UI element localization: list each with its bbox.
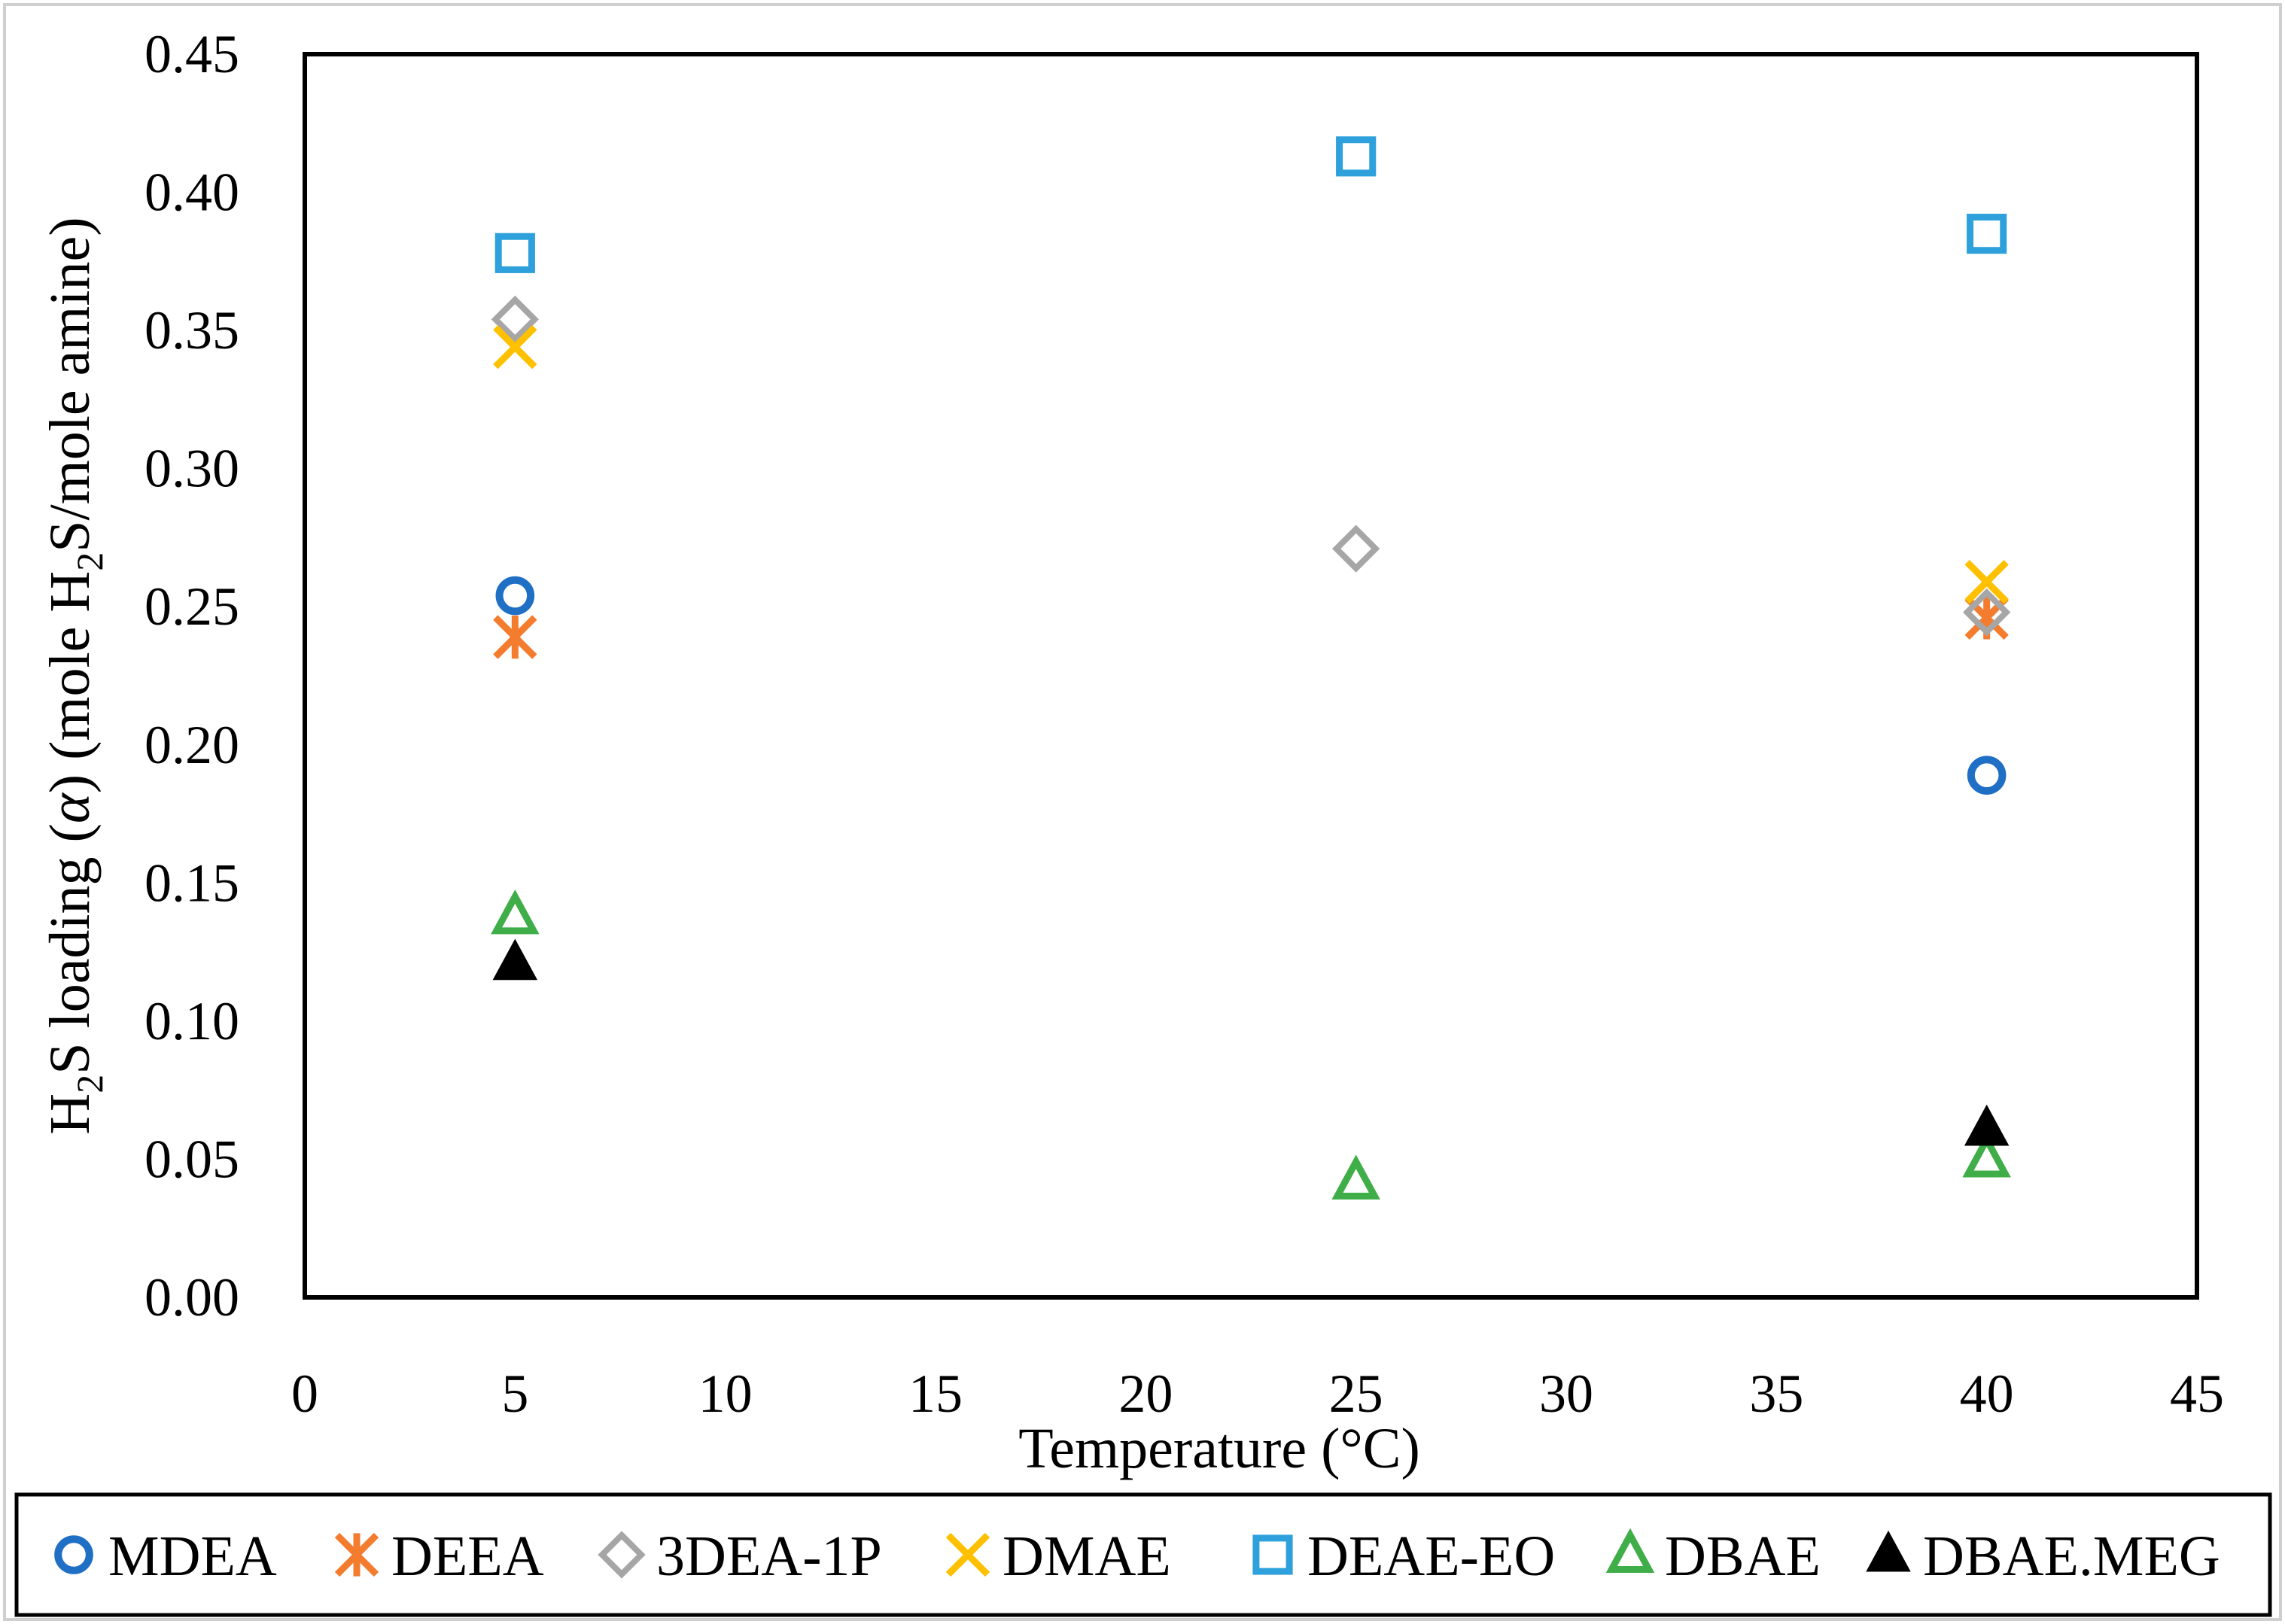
legend-marker-deea xyxy=(334,1532,379,1577)
x-tick-label: 40 xyxy=(1960,1364,2014,1424)
legend-label-3dea-1p: 3DEA-1P xyxy=(656,1525,882,1588)
chart-frame xyxy=(3,3,2282,1621)
y-axis-ticks: 0.00 0.05 0.10 0.15 0.20 0.25 0.30 0.35 0.40 0.45 xyxy=(145,24,239,1327)
legend-marker-dbae xyxy=(1605,1528,1655,1573)
x-tick-label: 35 xyxy=(1749,1364,1803,1424)
y-title-mid2: ) (mole H xyxy=(38,571,102,793)
legend-marker-dmae xyxy=(945,1532,990,1577)
y-title-sub1: 2 xyxy=(68,1075,111,1093)
legend-label-deea: DEEA xyxy=(391,1525,544,1588)
point-deea xyxy=(493,615,537,659)
x-tick-label: 20 xyxy=(1118,1364,1173,1424)
y-tick-label: 0.40 xyxy=(145,163,239,223)
legend-label-deae-eo: DEAE-EO xyxy=(1307,1525,1555,1588)
x-tick-label: 15 xyxy=(908,1364,963,1424)
point-deae-eo xyxy=(494,233,535,273)
x-tick-label: 0 xyxy=(291,1364,318,1424)
legend-label-dbae: DBAE xyxy=(1665,1525,1821,1588)
point-3dea-1p xyxy=(1963,588,2011,637)
y-title-prefix: H xyxy=(38,1093,102,1135)
legend: MDEA DEEA 3DEA-1P DMAE DEAE-EO DBAE DBAE.MEG xyxy=(54,1525,2220,1588)
x-tick-label: 5 xyxy=(501,1364,528,1424)
legend-marker-3dea-1p xyxy=(598,1531,646,1579)
data-points xyxy=(491,136,2011,1200)
point-dbae xyxy=(1331,1154,1380,1200)
point-dbae xyxy=(491,889,540,935)
y-tick-label: 0.30 xyxy=(145,439,239,499)
legend-marker-mdea xyxy=(54,1535,93,1574)
legend-label-dbae-meg: DBAE.MEG xyxy=(1923,1525,2220,1588)
point-dbae xyxy=(1962,1133,2011,1178)
point-deae-eo xyxy=(1967,214,2007,254)
point-dbae-meg xyxy=(492,938,538,981)
y-title-mid: S loading ( xyxy=(38,823,102,1075)
y-tick-label: 0.05 xyxy=(145,1129,239,1189)
point-dbae-meg xyxy=(1964,1104,2010,1146)
x-tick-label: 25 xyxy=(1329,1364,1383,1424)
point-3dea-1p xyxy=(491,295,539,344)
point-mdea xyxy=(1967,756,2007,795)
point-3dea-1p xyxy=(1332,525,1380,573)
y-tick-label: 0.20 xyxy=(145,715,239,775)
y-tick-label: 0.15 xyxy=(145,853,239,913)
y-axis-title: H2S loading (α) (mole H2S/mole amine) xyxy=(38,217,111,1134)
y-title-sub2: 2 xyxy=(68,552,111,571)
y-tick-label: 0.10 xyxy=(145,991,239,1051)
x-axis-ticks: 0 5 10 15 20 25 30 35 40 45 xyxy=(291,1364,2224,1424)
y-tick-label: 0.45 xyxy=(145,24,239,84)
point-dmae xyxy=(1964,560,2009,604)
y-title-suffix: S/mole amine) xyxy=(38,217,102,552)
x-axis-title: Temperature (°C) xyxy=(1018,1417,1420,1480)
legend-label-mdea: MDEA xyxy=(108,1525,277,1588)
point-deae-eo xyxy=(1336,136,1377,177)
y-tick-label: 0.35 xyxy=(145,300,239,360)
y-tick-label: 0.25 xyxy=(145,576,239,637)
legend-marker-dbae-meg xyxy=(1866,1530,1911,1572)
x-tick-label: 10 xyxy=(698,1364,753,1424)
y-tick-label: 0.00 xyxy=(145,1267,239,1327)
point-mdea xyxy=(495,576,535,616)
x-tick-label: 30 xyxy=(1539,1364,1593,1424)
y-title-alpha: α xyxy=(38,792,102,823)
legend-label-dmae: DMAE xyxy=(1003,1525,1171,1588)
legend-marker-deae-eo xyxy=(1252,1534,1293,1575)
point-dmae xyxy=(493,324,537,370)
plot-area xyxy=(303,52,2199,1300)
x-tick-label: 45 xyxy=(2170,1364,2224,1424)
